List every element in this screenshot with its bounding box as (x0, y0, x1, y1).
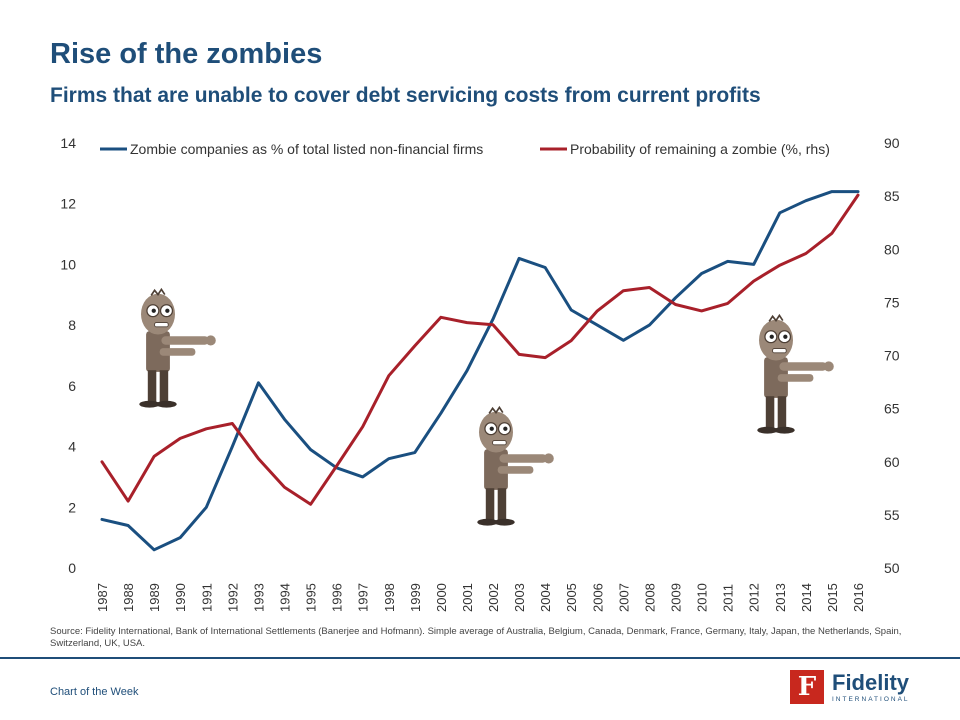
zombie-icon (139, 287, 216, 408)
x-tick-label: 2005 (564, 583, 579, 612)
x-tick-label: 1992 (225, 583, 240, 612)
series-line-2 (100, 193, 860, 506)
right-tick-label: 80 (884, 241, 900, 257)
right-axis-ticks: 50 55 60 65 70 75 80 85 90 (884, 135, 900, 576)
x-tick-label: 1989 (147, 583, 162, 612)
x-tick-label: 2010 (695, 583, 710, 612)
x-tick-label: 1993 (251, 583, 266, 612)
x-tick-label: 2011 (721, 584, 736, 612)
logo-name: Fidelity (832, 669, 910, 695)
chart-of-the-week-label: Chart of the Week (50, 686, 139, 698)
x-tick-label: 1990 (173, 583, 188, 612)
x-tick-label: 1998 (382, 583, 397, 612)
x-tick-label: 2014 (799, 583, 814, 612)
left-tick-label: 8 (68, 317, 76, 333)
left-tick-label: 10 (60, 256, 76, 272)
right-tick-label: 75 (884, 294, 900, 310)
right-tick-label: 60 (884, 454, 900, 470)
chart-legend: Zombie companies as % of total listed no… (100, 141, 830, 157)
fidelity-mark-icon: F (790, 670, 824, 704)
right-tick-label: 70 (884, 348, 900, 364)
x-tick-label: 2006 (590, 583, 605, 612)
x-axis-ticks: 1987 1988 1989 1990 1991 1992 1993 1994 1995 1996… (95, 583, 866, 612)
chart-title: Rise of the zombies (50, 38, 323, 70)
left-tick-label: 2 (68, 499, 76, 515)
footer-divider (0, 657, 960, 659)
chart-subtitle: Firms that are unable to cover debt serv… (50, 84, 761, 107)
zombie-icon (757, 313, 834, 434)
x-tick-label: 2008 (642, 583, 657, 612)
x-tick-label: 2015 (825, 583, 840, 612)
logo-subtitle: INTERNATIONAL (832, 695, 910, 703)
left-tick-label: 0 (68, 560, 76, 576)
fidelity-logo: F Fidelity INTERNATIONAL (790, 670, 910, 704)
x-tick-label: 2012 (747, 583, 762, 612)
series-line-1 (100, 190, 860, 552)
x-tick-label: 2009 (669, 583, 684, 612)
x-tick-label: 2003 (512, 583, 527, 612)
x-tick-label: 2001 (460, 583, 475, 612)
source-note: Source: Fidelity International, Bank of … (50, 626, 902, 649)
right-tick-label: 50 (884, 560, 900, 576)
x-tick-label: 2004 (538, 583, 553, 612)
x-tick-label: 1988 (121, 583, 136, 612)
series-lines (100, 190, 860, 552)
right-tick-label: 65 (884, 401, 900, 417)
right-tick-label: 90 (884, 135, 900, 151)
zombie-icon (477, 405, 554, 526)
x-tick-label: 1994 (277, 583, 292, 612)
x-tick-label: 2000 (434, 583, 449, 612)
left-tick-label: 4 (68, 439, 76, 455)
x-tick-label: 1991 (199, 583, 214, 612)
legend-label-1: Zombie companies as % of total listed no… (130, 141, 483, 157)
x-tick-label: 1999 (408, 583, 423, 612)
x-tick-label: 1995 (304, 583, 319, 612)
left-tick-label: 14 (60, 135, 76, 151)
x-tick-label: 1996 (330, 583, 345, 612)
zombie-illustrations (139, 287, 834, 526)
left-tick-label: 12 (60, 196, 76, 212)
right-tick-label: 55 (884, 507, 900, 523)
x-tick-label: 2007 (616, 583, 631, 612)
x-tick-label: 1987 (95, 583, 110, 612)
x-tick-label: 2013 (773, 583, 788, 612)
x-tick-label: 2016 (851, 583, 866, 612)
x-tick-label: 1997 (356, 583, 371, 612)
legend-label-2: Probability of remaining a zombie (%, rh… (570, 141, 830, 157)
x-tick-label: 2002 (486, 583, 501, 612)
left-axis-ticks: 0 2 4 6 8 10 12 14 (60, 135, 76, 576)
left-tick-label: 6 (68, 378, 76, 394)
right-tick-label: 85 (884, 188, 900, 204)
